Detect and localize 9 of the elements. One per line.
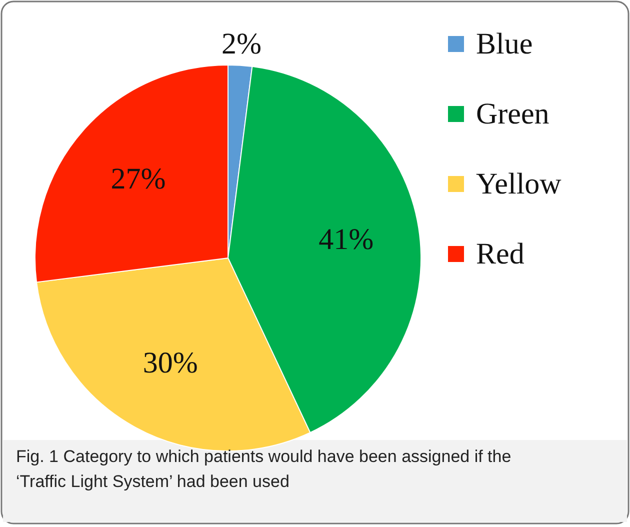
legend-label: Red: [476, 238, 524, 270]
data-label: 2%: [221, 28, 262, 61]
legend-label: Blue: [476, 28, 533, 60]
data-label: 41%: [318, 222, 374, 256]
caption: Fig. 1 Category to which patients would have been assigned if the ‘Traffic Light System’ had been used: [16, 447, 512, 491]
legend-label: Yellow: [476, 168, 562, 200]
data-label: 27%: [110, 162, 166, 196]
data-label: 30%: [142, 346, 198, 380]
legend-label: Green: [476, 98, 550, 130]
